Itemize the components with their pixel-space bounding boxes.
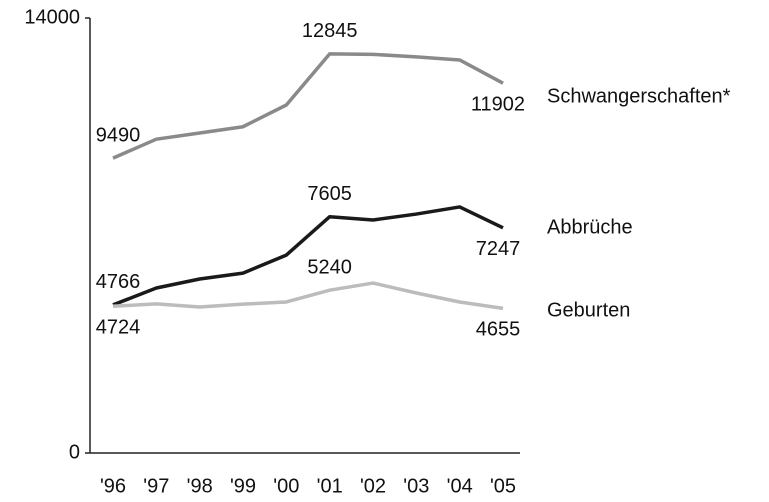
series-line (112, 52, 504, 160)
y-tick-label: 0 (69, 441, 80, 463)
value-label: 4724 (96, 316, 141, 338)
value-label: 7247 (476, 238, 521, 260)
value-label: 11902 (471, 93, 525, 115)
value-label: 7605 (307, 183, 352, 205)
x-tick-label: '02 (360, 475, 386, 497)
series-name: Geburten (547, 299, 630, 321)
value-label: 4766 (96, 271, 141, 293)
x-tick-label: '04 (447, 475, 473, 497)
series-name: Abbrüche (547, 216, 633, 238)
x-tick-label: '05 (490, 475, 516, 497)
x-tick-label: '00 (273, 475, 299, 497)
x-tick-label: '97 (143, 475, 169, 497)
x-tick-label: '99 (230, 475, 256, 497)
x-tick-label: '01 (317, 475, 343, 497)
series-line (112, 205, 504, 307)
value-label: 12845 (302, 20, 358, 42)
value-label: 5240 (307, 256, 352, 278)
value-label: 4655 (476, 319, 521, 341)
series-name: Schwangerschaften* (547, 85, 731, 107)
x-tick-label: '98 (187, 475, 213, 497)
series-line (112, 281, 504, 311)
x-tick-label: '03 (403, 475, 429, 497)
x-tick-label: '96 (100, 475, 126, 497)
value-label: 9490 (96, 124, 141, 146)
y-tick-label: 14000 (24, 6, 80, 28)
